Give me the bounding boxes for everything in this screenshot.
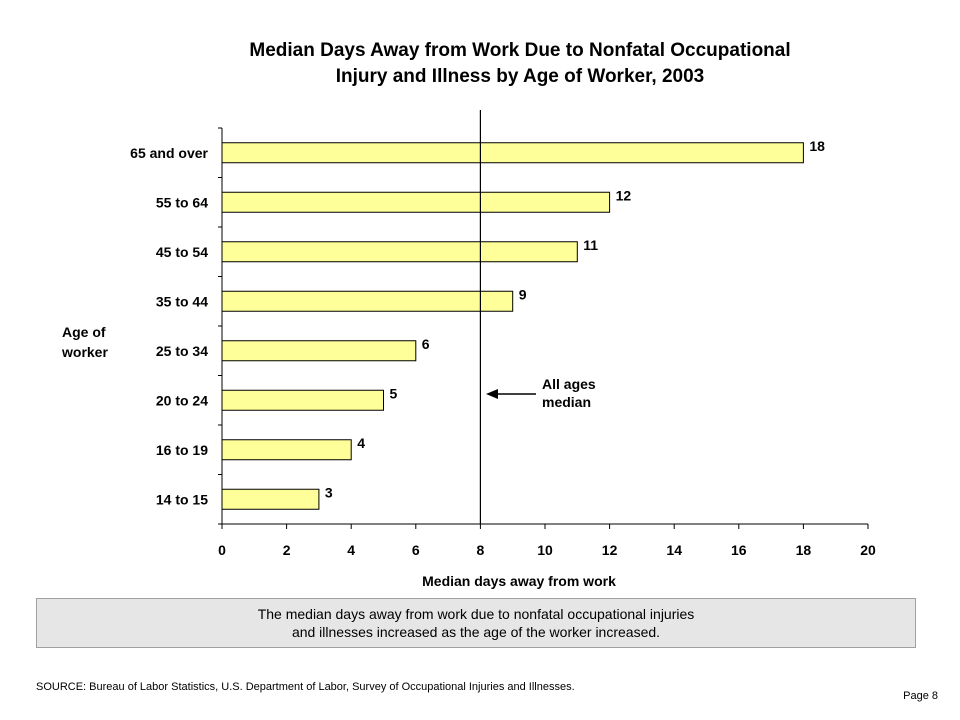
x-tick-label: 0	[218, 542, 226, 558]
page-number: Page 8	[903, 690, 938, 702]
summary-note: The median days away from work due to no…	[36, 598, 916, 648]
source-note: SOURCE: Bureau of Labor Statistics, U.S.…	[36, 681, 575, 693]
data-label: 18	[809, 138, 825, 154]
bar	[221, 191, 611, 213]
data-label: 4	[357, 435, 365, 451]
bar	[221, 439, 352, 461]
bar	[221, 488, 320, 510]
bar	[221, 290, 514, 312]
bar	[221, 142, 804, 164]
x-tick-label: 2	[283, 542, 291, 558]
x-tick-label: 8	[477, 542, 485, 558]
data-label: 12	[616, 187, 632, 203]
x-axis-title: Median days away from work	[422, 573, 616, 589]
x-tick-label: 10	[537, 542, 553, 558]
median-annotation-line2: median	[542, 394, 592, 410]
y-axis-title-line1: Age of	[62, 324, 106, 340]
data-label: 11	[583, 237, 598, 253]
data-label: 5	[390, 385, 398, 401]
chart-title-line1: Median Days Away from Work Due to Nonfat…	[249, 40, 791, 61]
y-tick-label: 65 and over	[130, 145, 208, 161]
summary-note-line2: and illnesses increased as the age of th…	[291, 624, 661, 640]
x-tick-label: 16	[731, 542, 747, 558]
x-tick-label: 6	[412, 542, 420, 558]
y-tick-label: 14 to 15	[156, 491, 208, 507]
median-annotation: All ages median	[542, 375, 632, 411]
data-label: 9	[519, 286, 527, 302]
y-tick-label: 25 to 34	[156, 343, 208, 359]
median-annotation-line1: All ages	[542, 376, 596, 392]
x-tick-label: 4	[347, 542, 355, 558]
data-label: 6	[422, 336, 430, 352]
bar	[221, 389, 384, 411]
bar	[221, 340, 417, 362]
data-label: 3	[325, 484, 333, 500]
y-tick-label: 20 to 24	[156, 392, 208, 408]
bar	[221, 241, 578, 263]
x-tick-label: 20	[860, 542, 876, 558]
y-axis-title: Age of worker	[62, 322, 132, 362]
x-tick-label: 12	[602, 542, 618, 558]
summary-note-line1: The median days away from work due to no…	[257, 606, 695, 622]
chart-title: Median Days Away from Work Due to Nonfat…	[160, 38, 880, 90]
chart-title-line2: Injury and Illness by Age of Worker, 200…	[335, 66, 705, 87]
bar-chart: 0 2 4 6 8 10 12 14 16 18 20 Median days away from w…	[130, 110, 876, 589]
y-tick-label: 45 to 54	[156, 244, 208, 260]
y-tick-label: 16 to 19	[156, 442, 208, 458]
y-tick-label: 55 to 64	[156, 194, 208, 210]
y-tick-label: 35 to 44	[156, 293, 208, 309]
x-tick-label: 14	[666, 542, 682, 558]
x-tick-label: 18	[796, 542, 812, 558]
y-axis-title-line2: worker	[62, 344, 108, 360]
median-arrow-head	[486, 389, 498, 399]
